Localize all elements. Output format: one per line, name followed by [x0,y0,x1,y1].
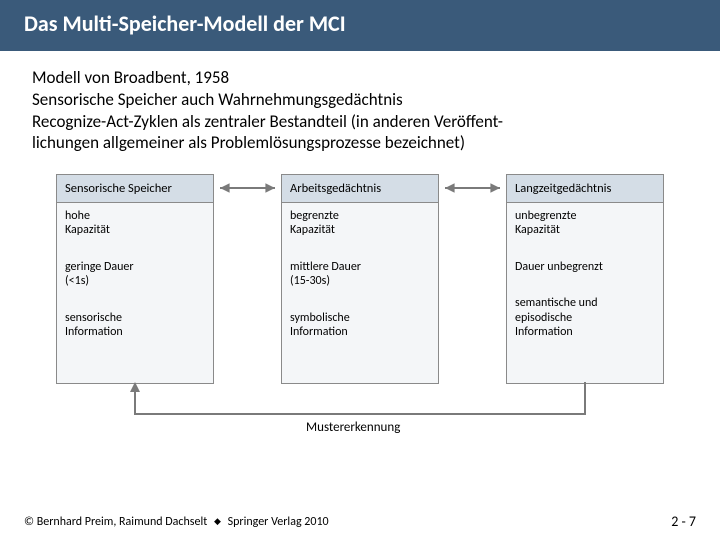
bullet-icon: ◆ [210,516,225,527]
arrow-sensory-working [214,181,281,195]
cell: Dauer unbegrenzt [515,260,655,274]
column-body: begrenzte Kapazität mittlere Dauer (15-3… [282,203,438,383]
column-head: Arbeitsgedächtnis [282,175,438,203]
cell: geringe Dauer (<1s) [65,260,205,289]
column-body: hohe Kapazität geringe Dauer (<1s) senso… [57,203,213,383]
publisher: Springer Verlag 2010 [228,515,329,529]
column-sensory: Sensorische Speicher hohe Kapazität geri… [56,174,214,384]
cell: begrenzte Kapazität [290,209,430,238]
body-text: Modell von Broadbent, 1958 Sensorische S… [0,51,720,162]
feedback-label: Mustererkennung [306,420,400,435]
memory-model-diagram: Sensorische Speicher hohe Kapazität geri… [56,174,664,464]
footer-left: © Bernhard Preim, Raimund Dachselt ◆ Spr… [24,515,329,529]
copyright: © Bernhard Preim, Raimund Dachselt [24,515,207,529]
body-line: Modell von Broadbent, 1958 [32,67,688,89]
cell: semantische und episodische Information [515,296,655,339]
cell: mittlere Dauer (15-30s) [290,260,430,289]
diagram-columns: Sensorische Speicher hohe Kapazität geri… [56,174,664,384]
column-body: unbegrenzte Kapazität Dauer unbegrenzt s… [507,203,663,383]
cell: symbolische Information [290,311,430,340]
title-bar: Das Multi-Speicher-Modell der MCI [0,0,720,51]
column-head: Langzeitgedächtnis [507,175,663,203]
page-number: 2 - 7 [671,513,696,530]
column-working: Arbeitsgedächtnis begrenzte Kapazität mi… [281,174,439,384]
slide-title: Das Multi-Speicher-Modell der MCI [24,10,696,37]
body-line: Recognize-Act-Zyklen als zentraler Besta… [32,111,688,155]
cell: unbegrenzte Kapazität [515,209,655,238]
arrow-working-longterm [439,181,506,195]
cell: sensorische Information [65,311,205,340]
footer: © Bernhard Preim, Raimund Dachselt ◆ Spr… [0,505,720,540]
cell: hohe Kapazität [65,209,205,238]
column-head: Sensorische Speicher [57,175,213,203]
body-line: Sensorische Speicher auch Wahrnehmungsge… [32,89,688,111]
column-longterm: Langzeitgedächtnis unbegrenzte Kapazität… [506,174,664,384]
slide: Das Multi-Speicher-Modell der MCI Modell… [0,0,720,540]
